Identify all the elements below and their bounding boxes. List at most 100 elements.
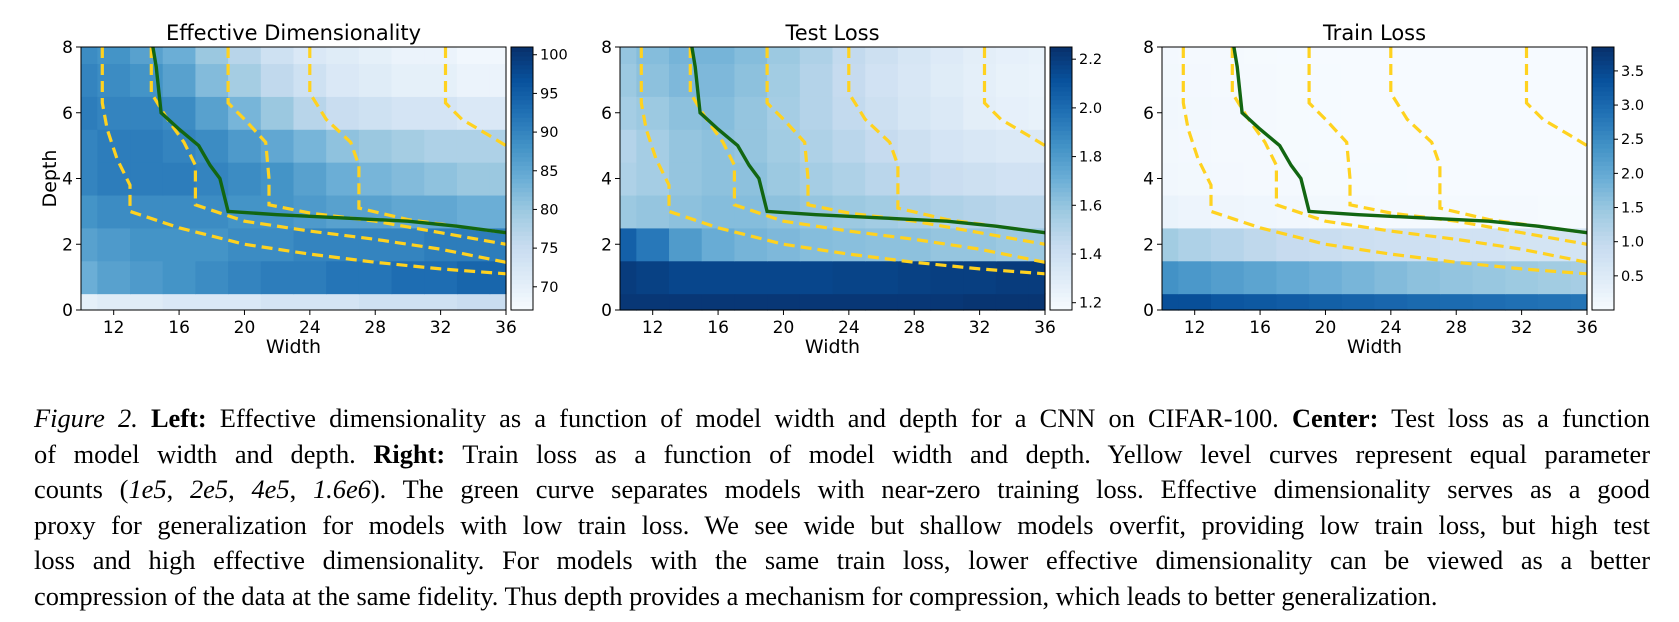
heatmap-cell xyxy=(1211,129,1245,163)
colorbar-segment xyxy=(1050,213,1072,219)
colorbar-segment xyxy=(511,130,533,136)
heatmap-cell xyxy=(636,227,670,262)
x-tick-label: 32 xyxy=(1511,318,1533,338)
colorbar-tick-label: 1.4 xyxy=(1079,247,1102,263)
colorbar-segment xyxy=(511,191,533,197)
heatmap-cell xyxy=(358,162,393,196)
colorbar-segment xyxy=(1050,253,1072,258)
heatmap-cell xyxy=(669,47,703,65)
heatmap-cell xyxy=(897,129,932,163)
x-tick-label: 36 xyxy=(495,318,517,338)
heatmap-cell xyxy=(1505,260,1539,295)
colorbar-segment xyxy=(1592,213,1614,219)
yellow-level-curve-3 xyxy=(226,47,506,246)
heatmap-cell xyxy=(195,260,229,295)
colorbar-frame xyxy=(1049,46,1073,311)
heatmap-cell xyxy=(260,260,295,295)
chart-title: Train Loss xyxy=(1322,21,1426,45)
colorbar-segment xyxy=(1050,117,1072,123)
heatmap-cell xyxy=(1211,293,1245,311)
heatmap-cell xyxy=(260,293,295,311)
x-tick-label: 16 xyxy=(707,318,729,338)
colorbar-segment xyxy=(1592,60,1614,66)
heatmap-cell xyxy=(767,227,801,262)
heatmap-cell xyxy=(865,194,899,229)
colorbar-segment xyxy=(511,112,533,118)
y-tick-label: 6 xyxy=(601,104,612,124)
heatmap-cell xyxy=(963,129,997,163)
caption-sep-3: , xyxy=(289,474,313,504)
heatmap-cell xyxy=(897,260,932,295)
x-tick-label: 20 xyxy=(773,318,795,338)
colorbar-segment xyxy=(511,77,533,83)
colorbar-segment xyxy=(1050,99,1072,105)
colorbar-segment xyxy=(1592,235,1614,241)
caption-count-3: 4e5 xyxy=(251,474,290,504)
heatmap-cell xyxy=(1309,63,1343,97)
colorbar-segment xyxy=(511,283,533,289)
colorbar-segment xyxy=(1592,47,1614,52)
heatmap-cell xyxy=(636,260,670,295)
heatmap-cell xyxy=(669,260,703,295)
heatmap-cell xyxy=(293,129,327,163)
caption-count-2: 2e5 xyxy=(189,474,229,504)
caption-line-3: counts (1e5, 2e5, 4e5, 1.6e6). The green… xyxy=(34,472,1650,508)
heatmap-cell xyxy=(1309,162,1343,196)
colorbar-segment xyxy=(1050,55,1072,61)
heatmap-cell xyxy=(391,293,425,311)
heatmap-cell xyxy=(489,293,507,311)
x-tick-label: 28 xyxy=(364,318,386,338)
heatmap-cell xyxy=(1276,293,1310,311)
heatmap-cell xyxy=(228,293,262,311)
colorbar-segment xyxy=(1592,200,1614,206)
figure-caption: Figure 2. Left: Effective dimensionality… xyxy=(34,401,1650,614)
heatmap-cell xyxy=(130,260,164,295)
colorbar-segment xyxy=(1592,253,1614,258)
colorbar-segment xyxy=(1050,196,1072,202)
heatmap-cell xyxy=(1472,129,1506,163)
colorbar-segment xyxy=(1050,51,1072,57)
colorbar-segment xyxy=(1050,266,1072,272)
colorbar-segment xyxy=(1592,266,1614,272)
heatmap-cell xyxy=(1178,129,1212,163)
heatmap-cell xyxy=(97,227,131,262)
colorbar-segment xyxy=(511,108,533,114)
heatmap-cell xyxy=(995,129,1030,163)
heatmap-cell xyxy=(1211,227,1245,262)
heatmap-cell xyxy=(456,260,491,295)
heatmap-cell xyxy=(228,260,262,295)
heatmap-cell xyxy=(97,162,131,196)
heatmap-cell xyxy=(1537,194,1572,229)
heatmap-cell xyxy=(930,47,964,65)
heatmap-cell xyxy=(130,227,164,262)
heatmap-cell xyxy=(1439,47,1474,65)
colorbar-segment xyxy=(1050,152,1072,158)
heatmap-cell xyxy=(865,63,899,97)
x-axis-label: Width xyxy=(1347,336,1402,358)
colorbar-segment xyxy=(1592,244,1614,250)
colorbar-segment xyxy=(1050,139,1072,145)
heatmap-cell xyxy=(1472,47,1506,65)
green-separator-curve xyxy=(690,47,1045,235)
heatmap-cell xyxy=(326,47,360,65)
colorbar-segment xyxy=(511,274,533,280)
heatmap-cell xyxy=(1028,129,1046,163)
heatmap-cell xyxy=(1407,194,1441,229)
heatmap-cell xyxy=(832,129,866,163)
colorbar-segment xyxy=(1592,77,1614,83)
colorbar-segment xyxy=(1050,292,1072,298)
heatmap-cell xyxy=(701,96,736,130)
heatmap-cell xyxy=(1028,162,1046,196)
green-separator-curve xyxy=(1232,47,1587,235)
heatmap-cell xyxy=(1439,63,1474,97)
colorbar-tick-label: 1.5 xyxy=(1621,201,1644,217)
colorbar-segment xyxy=(511,209,533,215)
colorbar-segment xyxy=(511,178,533,184)
x-tick-label: 12 xyxy=(103,318,125,338)
colorbar-segment xyxy=(511,222,533,228)
colorbar-segment xyxy=(511,257,533,263)
heatmap-cell xyxy=(1537,63,1572,97)
colorbar-segment xyxy=(1050,204,1072,210)
heatmap-cell xyxy=(97,293,131,311)
